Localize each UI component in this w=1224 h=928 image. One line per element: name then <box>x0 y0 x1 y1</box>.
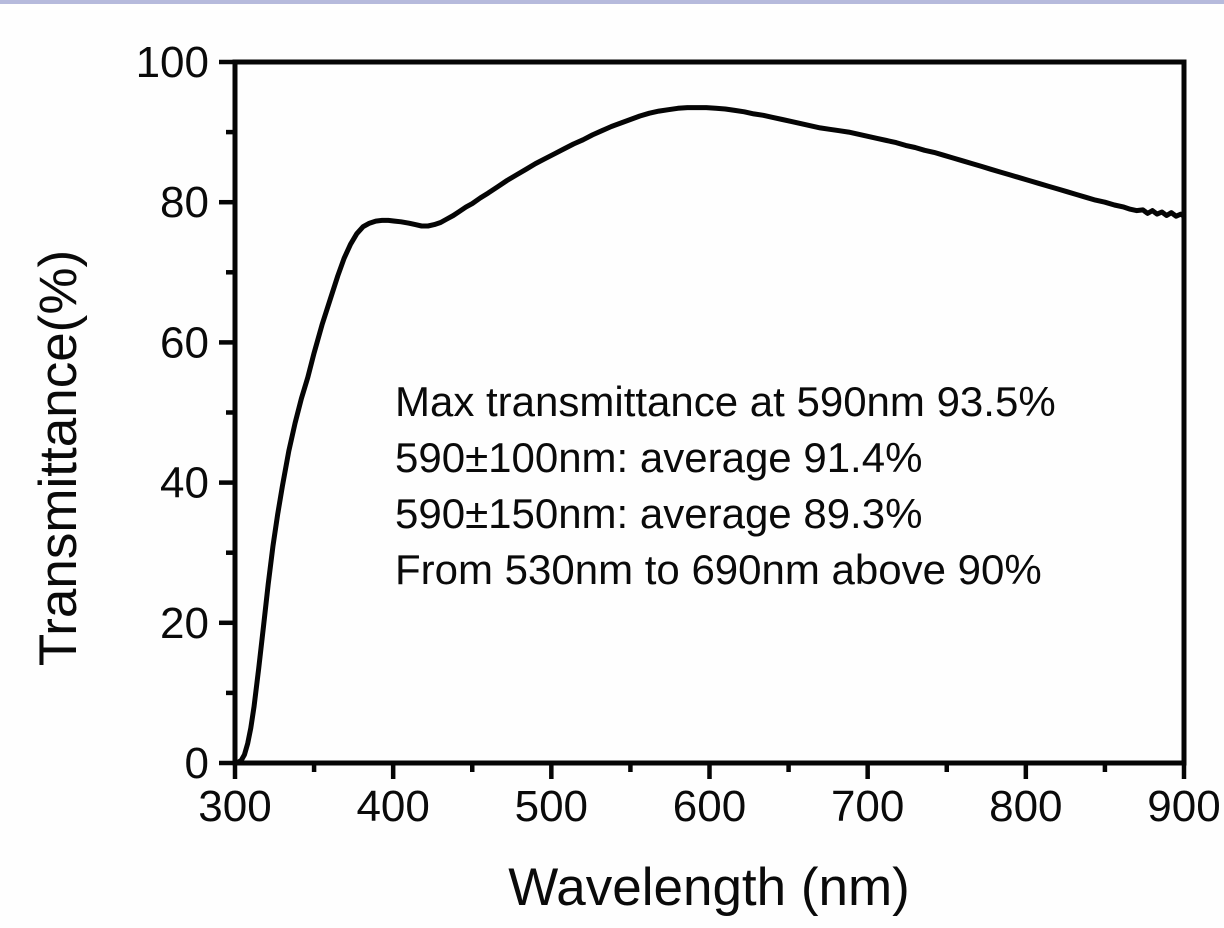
transmittance-curve <box>232 105 1187 766</box>
tick-label: 300 <box>198 782 271 831</box>
tick-label: 60 <box>160 318 209 367</box>
tick-label: 500 <box>515 782 588 831</box>
annotation-line-2: 590±100nm: average 91.4% <box>395 434 922 481</box>
axis-tick-labels: 300 400 500 600 700 800 900 0 20 40 60 80 100 <box>136 38 1221 831</box>
top-border-strip <box>0 0 1224 4</box>
plot-frame <box>232 59 1187 766</box>
tick-label: 0 <box>185 739 209 788</box>
y-axis-title: Transmittance(%) <box>29 250 88 666</box>
annotation-line-4: From 530nm to 690nm above 90% <box>395 546 1042 593</box>
tick-label: 80 <box>160 178 209 227</box>
tick-label: 100 <box>136 38 209 87</box>
annotation-block: Max transmittance at 590nm 93.5% 590±100… <box>395 378 1056 593</box>
tick-label: 900 <box>1147 782 1220 831</box>
x-axis-title: Wavelength (nm) <box>508 858 910 917</box>
annotation-line-1: Max transmittance at 590nm 93.5% <box>395 378 1056 425</box>
tick-label: 700 <box>831 782 904 831</box>
tick-label: 40 <box>160 459 209 508</box>
tick-label: 20 <box>160 599 209 648</box>
tick-label: 600 <box>673 782 746 831</box>
tick-label: 400 <box>356 782 429 831</box>
tick-label: 800 <box>989 782 1062 831</box>
annotation-line-3: 590±150nm: average 89.3% <box>395 490 922 537</box>
